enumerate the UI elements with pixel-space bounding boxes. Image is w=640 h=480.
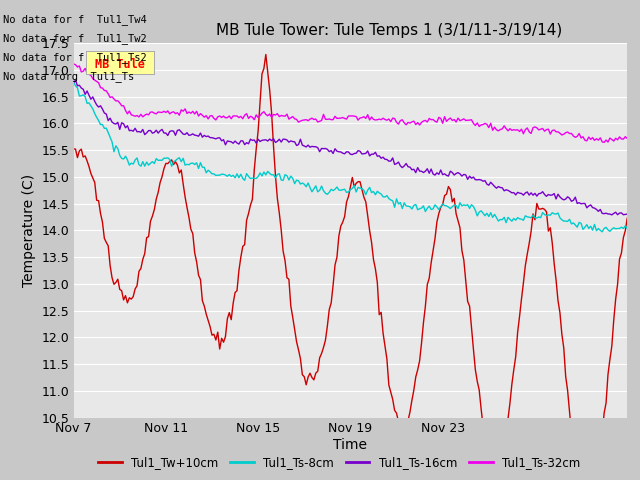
Text: MB Tule: MB Tule [95,58,145,71]
X-axis label: Time: Time [333,438,367,452]
Title: MB Tule Tower: Tule Temps 1 (3/1/11-3/19/14): MB Tule Tower: Tule Temps 1 (3/1/11-3/19… [216,23,563,38]
Text: No data for f  Tul1_Tw4: No data for f Tul1_Tw4 [3,13,147,24]
Text: No data forg  Tul1_Ts: No data forg Tul1_Ts [3,71,134,82]
Legend: Tul1_Tw+10cm, Tul1_Ts-8cm, Tul1_Ts-16cm, Tul1_Ts-32cm: Tul1_Tw+10cm, Tul1_Ts-8cm, Tul1_Ts-16cm,… [93,452,585,474]
Text: No data for f  Tul1_Tw2: No data for f Tul1_Tw2 [3,33,147,44]
Text: No data for f  Tul1_Ts2: No data for f Tul1_Ts2 [3,52,147,63]
Y-axis label: Temperature (C): Temperature (C) [22,174,36,287]
